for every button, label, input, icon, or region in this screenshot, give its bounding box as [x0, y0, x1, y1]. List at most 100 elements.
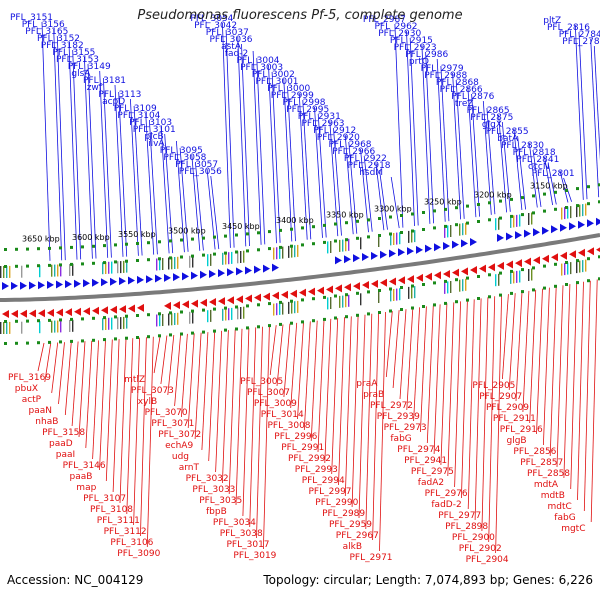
reverse-gene-arrow	[407, 275, 414, 284]
tick-dot	[422, 228, 425, 231]
tick-dot	[323, 317, 326, 321]
tick-dot	[400, 286, 403, 289]
feature-bar	[276, 303, 278, 316]
forward-gene-arrow	[452, 240, 459, 249]
label-connector	[574, 24, 584, 200]
tick-dot	[466, 298, 469, 302]
label-connector	[241, 43, 250, 247]
forward-gene-arrow	[434, 243, 441, 252]
feature-bar	[498, 273, 500, 286]
tick-dot	[422, 211, 425, 214]
label-connector	[556, 285, 564, 468]
tick-dot	[136, 314, 139, 317]
label-connector	[268, 64, 277, 244]
reverse-gene-arrow	[506, 260, 513, 269]
label-connector	[53, 28, 63, 261]
gene-label: PFL_3108	[90, 505, 133, 515]
label-connector	[201, 332, 209, 451]
tick-dot	[477, 297, 480, 300]
label-connector	[454, 301, 461, 488]
gene-label: PFL_2959	[329, 520, 372, 530]
tick-dot	[191, 254, 194, 258]
gene-label: astA	[221, 42, 242, 52]
feature-bar	[564, 207, 566, 220]
tick-dot	[422, 305, 425, 308]
forward-gene-arrow	[407, 247, 414, 256]
feature-bar	[294, 301, 296, 314]
label-connector	[474, 298, 482, 521]
label-connector	[68, 42, 78, 260]
tick-dot	[554, 207, 557, 211]
tick-dot	[92, 244, 95, 248]
tick-dot	[301, 298, 304, 302]
label-connector	[344, 316, 352, 497]
reverse-gene-arrow	[20, 309, 27, 318]
reverse-gene-arrow	[290, 289, 297, 298]
feature-bar	[54, 264, 56, 277]
feature-bar	[288, 245, 290, 258]
gene-label: glgX	[482, 120, 502, 130]
forward-gene-arrow	[524, 229, 531, 238]
feature-bar	[51, 264, 53, 277]
tick-dot	[191, 309, 194, 313]
tick-dot	[356, 291, 359, 295]
tick-dot	[576, 204, 579, 208]
gene-label: PFL_2931	[298, 112, 341, 122]
gene-label: PFL_3036	[210, 35, 253, 45]
label-connector	[455, 79, 465, 219]
reverse-gene-arrow	[533, 256, 540, 265]
forward-gene-arrow	[353, 254, 360, 263]
label-connector	[522, 290, 530, 413]
label-connector	[452, 72, 461, 220]
gene-label: PFL_3000	[267, 84, 310, 94]
feature-bar	[330, 241, 332, 253]
feature-bar	[450, 225, 452, 237]
reverse-gene-arrow	[245, 294, 252, 303]
tick-dot	[345, 238, 348, 242]
tick-dot	[455, 278, 458, 282]
label-connector	[317, 319, 325, 453]
feature-bar	[348, 294, 350, 307]
gene-label: PFL_2930	[378, 29, 421, 39]
feature-bar	[3, 266, 5, 278]
feature-bar	[498, 217, 500, 230]
label-connector	[119, 338, 127, 504]
tick-dot	[169, 333, 172, 337]
gene-label: echA9	[165, 441, 193, 451]
reverse-gene-arrow	[425, 272, 432, 281]
gene-label: PFL_3155	[52, 48, 95, 58]
feature-bar	[495, 218, 497, 231]
feature-bar	[117, 261, 119, 274]
tick-dot	[598, 200, 600, 204]
tick-dot	[400, 231, 403, 234]
tick-dot	[422, 283, 425, 286]
tick-dot	[257, 303, 260, 307]
gene-label: PFL_3182	[41, 41, 84, 51]
gene-label: PFL_2918	[348, 161, 391, 171]
reverse-gene-arrow	[119, 305, 126, 314]
tick-dot	[92, 261, 95, 265]
label-connector	[583, 280, 591, 512]
tick-dot	[598, 277, 600, 281]
feature-bar	[174, 313, 176, 325]
forward-gene-arrow	[155, 274, 162, 283]
gene-label: PFL_3019	[233, 551, 276, 561]
label-connector	[269, 325, 277, 376]
tick-dot	[521, 268, 524, 272]
gene-label: PFL_2995	[286, 105, 329, 115]
genome-details-label: Topology: circular; Length: 7,074,893 bp…	[263, 573, 593, 587]
label-connector	[532, 149, 542, 207]
gene-label: PFL_2915	[390, 36, 433, 46]
tick-dot	[202, 330, 205, 334]
forward-gene-arrow	[182, 272, 189, 281]
gene-label: glsA	[71, 69, 91, 79]
label-connector	[263, 325, 270, 550]
feature-bar	[360, 293, 362, 306]
tick-dot	[59, 340, 62, 344]
gene-label: PFL_2841	[516, 155, 559, 165]
reverse-gene-arrow	[371, 279, 378, 288]
tick-dot	[323, 240, 326, 244]
tick-dot	[565, 261, 568, 264]
label-connector	[440, 303, 448, 466]
tick-dot	[499, 293, 502, 297]
